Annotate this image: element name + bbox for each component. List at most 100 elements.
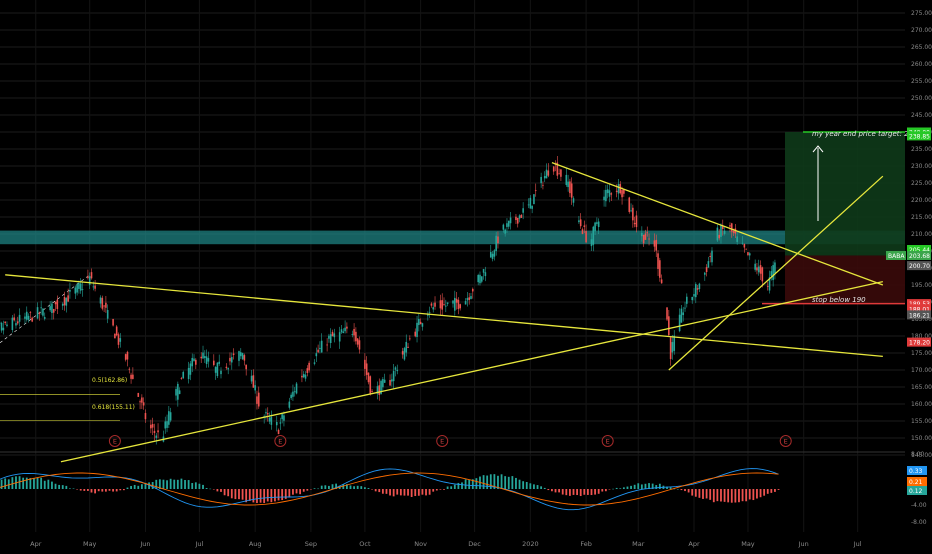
candle-body (326, 344, 328, 346)
candle-body (346, 326, 348, 329)
macd-bar (435, 489, 438, 491)
macd-bar (504, 476, 507, 489)
candle-body (703, 272, 706, 275)
candle-body (527, 204, 530, 206)
candle-body (51, 303, 53, 314)
candle-body (642, 234, 645, 244)
macd-bar (191, 483, 194, 489)
candle-body (256, 396, 258, 404)
macd-bar (47, 479, 50, 489)
price-tick: 210.00 (911, 231, 932, 238)
macd-bar (410, 489, 413, 497)
macd-bar (90, 489, 93, 493)
candle-body (103, 305, 105, 307)
macd-bar (766, 489, 769, 494)
candle-body (389, 379, 391, 386)
price-tick: 185.00 (911, 316, 932, 323)
price-label-box (907, 337, 931, 347)
candle-body (666, 307, 668, 320)
candle-body (225, 366, 228, 369)
macd-bar (94, 489, 97, 494)
macd-bar (586, 489, 589, 495)
price-label-text: 238.85 (909, 133, 930, 140)
candle-body (509, 217, 512, 224)
candle-body (657, 253, 659, 269)
macd-bar (612, 488, 614, 490)
candle-body (61, 303, 64, 306)
candle-body (238, 351, 240, 361)
macd-bar (640, 484, 643, 489)
candle-body (178, 390, 181, 395)
time-tick: Jul (853, 540, 862, 548)
fib-05-label: 0.5(162.86) (92, 377, 127, 384)
macd-value-label: 0.33 (907, 466, 927, 475)
price-tick: 230.00 (911, 163, 932, 170)
candle-body (391, 379, 393, 382)
macd-bar (198, 483, 201, 489)
time-axis[interactable]: Apr May Jun Jul Aug Sep Oct Nov Dec 2020 Feb Mar Apr… (30, 540, 862, 548)
macd-bar (626, 486, 629, 489)
candle-body (169, 412, 172, 421)
macd-bar (363, 487, 366, 489)
macd-bar (385, 489, 388, 494)
macd-bar (245, 489, 248, 503)
trendlines (5, 161, 884, 463)
price-tick: 160.00 (911, 401, 932, 408)
candle-body (655, 239, 658, 251)
macd-bar (220, 489, 222, 492)
macd-bar (87, 489, 89, 491)
candle-body (132, 374, 134, 379)
candle-body (302, 374, 305, 378)
candle-body (115, 326, 118, 336)
macd-bar (270, 489, 273, 503)
candle-body (596, 222, 598, 224)
macd-bar (130, 485, 132, 489)
candle-body (471, 288, 474, 292)
candle-body (351, 333, 354, 335)
candle-body (459, 304, 461, 309)
candle-body (736, 236, 738, 242)
candle-body (556, 162, 559, 176)
candle-body (646, 232, 649, 234)
price-label-box (907, 299, 931, 309)
price-tick: 270.00 (911, 27, 932, 34)
price-tick: 265.00 (911, 44, 932, 51)
macd-bar (360, 486, 363, 489)
macd-bar (511, 476, 514, 489)
macd-bar (356, 485, 359, 489)
macd-bar (259, 489, 262, 503)
macd-bar (378, 489, 381, 493)
macd-bar (446, 486, 449, 489)
macd-value-text: 0.33 (909, 468, 923, 475)
trendline-rising-support (60, 280, 883, 463)
candle-body (741, 242, 744, 244)
earnings-marker-circle (274, 435, 287, 447)
macd-value-box (907, 477, 927, 486)
earnings-marker-letter: E (784, 438, 788, 446)
candle-body (382, 379, 384, 388)
candle-body (358, 340, 361, 350)
candle-body (266, 412, 269, 415)
macd-bar (673, 488, 676, 490)
macd-bar (11, 477, 14, 489)
candle-body (128, 368, 131, 370)
candle-body (660, 279, 663, 284)
candle-body (653, 240, 656, 247)
candle-body (482, 269, 485, 273)
candle-body (770, 271, 773, 277)
macd-bar (680, 489, 683, 491)
candle-body (99, 297, 102, 304)
macd-bar (594, 489, 596, 495)
candle-body (445, 305, 447, 307)
candle-body (137, 392, 140, 397)
candle-body (2, 327, 5, 331)
price-label: 188.01 (907, 304, 931, 314)
candle-body (572, 198, 575, 203)
earnings-marker-circle (108, 435, 121, 447)
target-zone (785, 132, 905, 256)
candle-body (27, 315, 30, 320)
candle-body (446, 302, 449, 304)
candle-body (0, 322, 1, 324)
